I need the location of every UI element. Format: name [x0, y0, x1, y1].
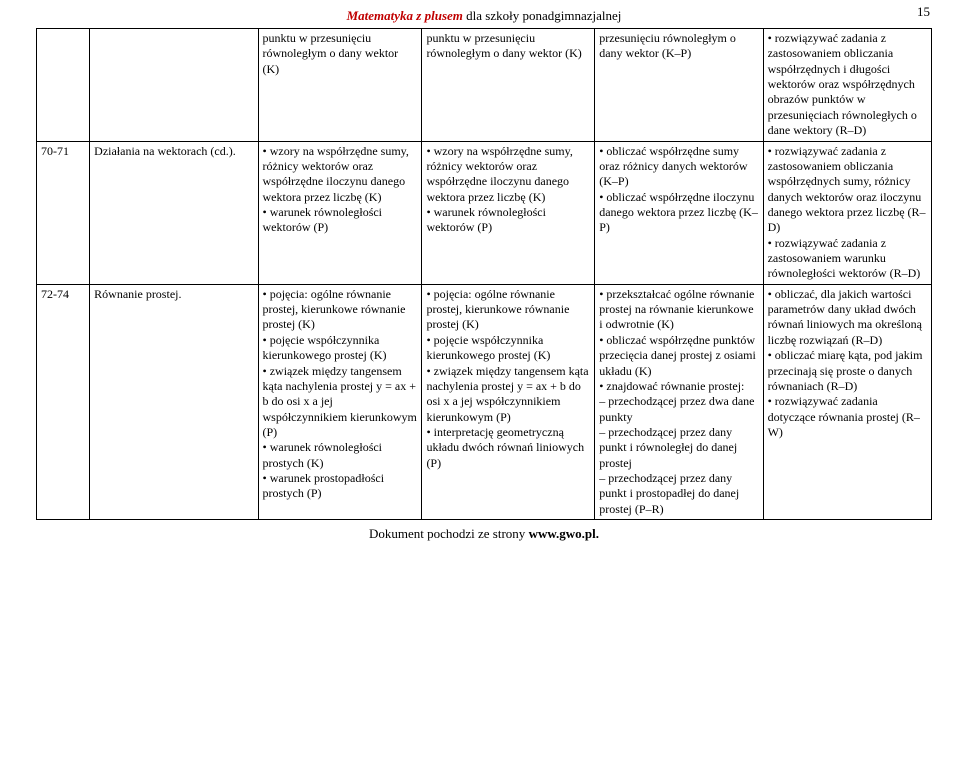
- cell-r1-c3: punktu w przesunięciu równoległym o dany…: [258, 29, 422, 142]
- content-table: punktu w przesunięciu równoległym o dany…: [36, 28, 932, 520]
- cell-r3-c6: • obliczać, dla jakich wartości parametr…: [763, 284, 931, 519]
- table-row: 70-71 Działania na wektorach (cd.). • wz…: [37, 141, 932, 284]
- cell-r3-c1: 72-74: [37, 284, 90, 519]
- cell-r1-c1: [37, 29, 90, 142]
- footer-text-prefix: Dokument pochodzi ze strony: [369, 526, 529, 541]
- cell-r1-c2: [90, 29, 258, 142]
- cell-r2-c5: • obliczać współrzędne sumy oraz różnicy…: [595, 141, 763, 284]
- cell-r3-c3: • pojęcia: ogólne równanie prostej, kier…: [258, 284, 422, 519]
- cell-r2-c6: • rozwiązywać zadania z zastosowaniem ob…: [763, 141, 931, 284]
- cell-r2-c2: Działania na wektorach (cd.).: [90, 141, 258, 284]
- cell-r2-c4: • wzory na współrzędne sumy, różnicy wek…: [422, 141, 595, 284]
- page-number: 15: [917, 4, 930, 20]
- cell-r3-c5: • przekształcać ogólne równanie prostej …: [595, 284, 763, 519]
- cell-r2-c1: 70-71: [37, 141, 90, 284]
- header-title-rest: dla szkoły ponadgimnazjalnej: [463, 8, 621, 23]
- cell-r3-c2: Równanie prostej.: [90, 284, 258, 519]
- cell-r2-c3: • wzory na współrzędne sumy, różnicy wek…: [258, 141, 422, 284]
- footer-text-bold: www.gwo.pl.: [529, 526, 599, 541]
- header-title: Matematyka z plusem dla szkoły ponadgimn…: [36, 8, 932, 24]
- table-row: punktu w przesunięciu równoległym o dany…: [37, 29, 932, 142]
- footer: Dokument pochodzi ze strony www.gwo.pl.: [36, 526, 932, 542]
- cell-r1-c4: punktu w przesunięciu równoległym o dany…: [422, 29, 595, 142]
- cell-r3-c4: • pojęcia: ogólne równanie prostej, kier…: [422, 284, 595, 519]
- cell-r1-c5: przesunięciu równoległym o dany wektor (…: [595, 29, 763, 142]
- cell-r1-c6: • rozwiązywać zadania z zastosowaniem ob…: [763, 29, 931, 142]
- header-title-bold: Matematyka z plusem: [347, 8, 463, 23]
- table-row: 72-74 Równanie prostej. • pojęcia: ogóln…: [37, 284, 932, 519]
- page: 15 Matematyka z plusem dla szkoły ponadg…: [0, 0, 960, 781]
